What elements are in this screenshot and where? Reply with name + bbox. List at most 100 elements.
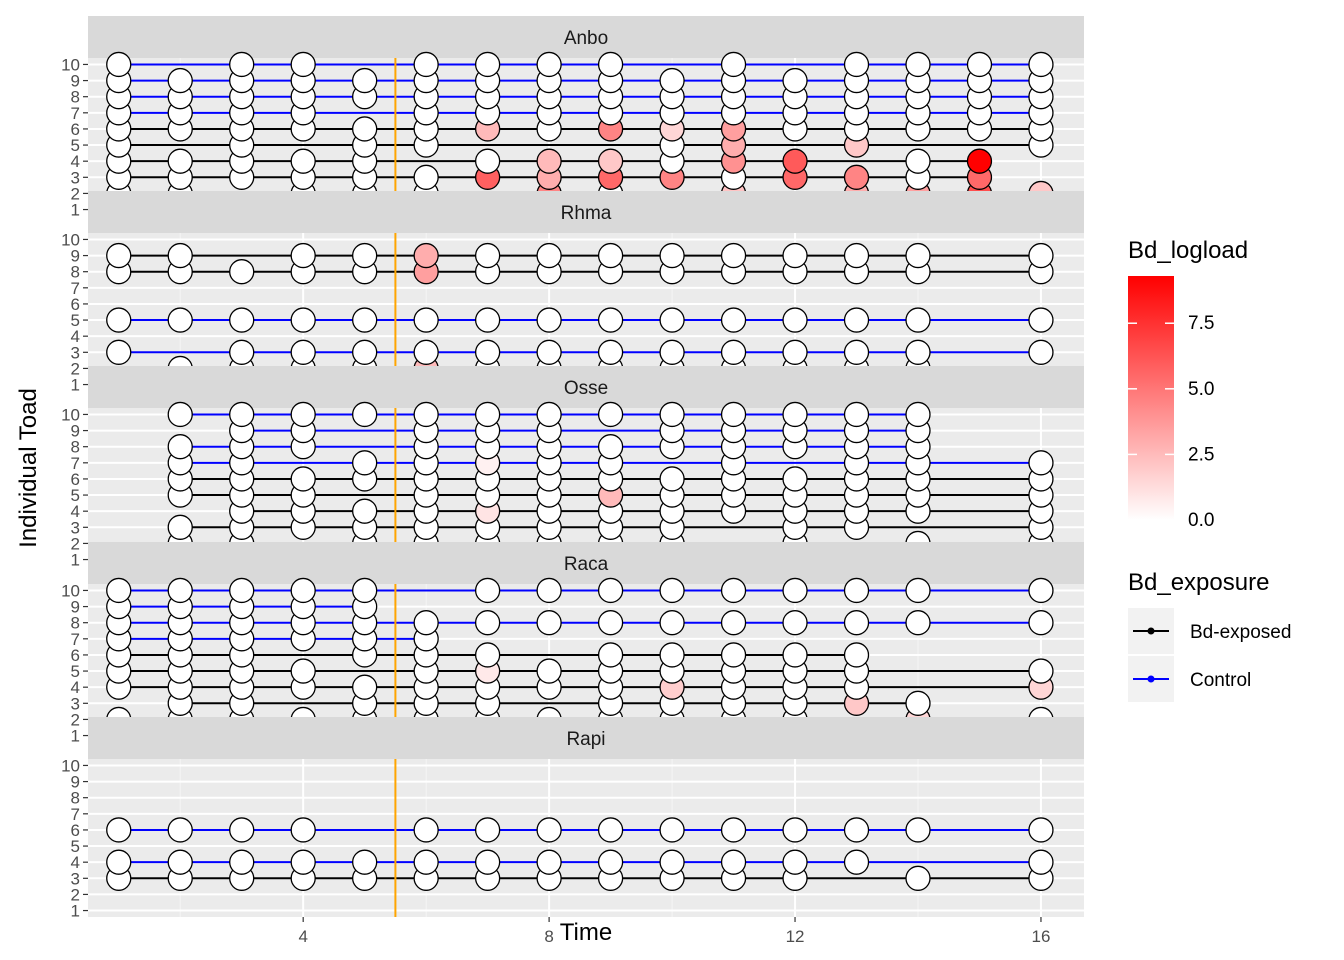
data-point [843, 817, 870, 843]
data-point [720, 307, 747, 333]
data-point [229, 577, 255, 604]
colorbar-label: 5.0 [1188, 379, 1214, 400]
y-tick-label: 3 [71, 518, 80, 537]
y-tick-label: 3 [71, 168, 80, 187]
data-point [413, 51, 439, 78]
data-point [413, 401, 439, 428]
data-point [536, 339, 562, 365]
data-point [413, 242, 439, 269]
y-tick-label: 2 [71, 359, 80, 378]
y-tick-label: 6 [71, 470, 80, 489]
data-point [843, 610, 870, 636]
y-tick-label: 8 [71, 438, 80, 457]
data-point [352, 307, 378, 333]
colorbar-title: Bd_logload [1128, 237, 1248, 264]
data-point [843, 307, 870, 333]
data-point [536, 401, 562, 428]
y-tick-label: 7 [71, 805, 80, 824]
data-point [413, 307, 439, 333]
data-point [782, 242, 808, 269]
data-point [782, 148, 808, 174]
data-point [229, 259, 255, 285]
data-point [597, 401, 624, 428]
strip-background [88, 366, 1084, 408]
panels: Anbo12345678910Rhma12345678910Osse123456… [61, 16, 1084, 921]
y-tick-label: 2 [71, 885, 80, 904]
data-point [474, 401, 501, 428]
data-point [720, 242, 747, 269]
data-point [474, 307, 501, 333]
strip-label: Raca [564, 554, 609, 575]
data-point [290, 51, 316, 78]
data-point [966, 148, 993, 174]
data-point [229, 339, 255, 365]
data-point [782, 577, 808, 604]
data-point [597, 434, 624, 460]
x-tick-label: 8 [544, 927, 553, 946]
colorbar-label: 7.5 [1188, 313, 1214, 334]
data-point [290, 401, 316, 428]
y-tick-label: 7 [71, 279, 80, 298]
data-point [597, 642, 624, 668]
y-tick-label: 1 [71, 376, 80, 395]
y-tick-label: 8 [71, 263, 80, 282]
data-point [597, 339, 624, 365]
data-point [782, 67, 808, 94]
y-tick-label: 5 [71, 486, 80, 505]
data-point [597, 610, 624, 636]
data-point [536, 148, 562, 174]
data-point [843, 849, 870, 875]
data-point [905, 690, 931, 716]
data-point [905, 148, 931, 174]
data-point [720, 642, 747, 668]
data-point [352, 67, 378, 94]
data-point [659, 817, 685, 843]
data-point [474, 642, 501, 668]
y-tick-label: 9 [71, 773, 80, 792]
data-point [1028, 658, 1054, 684]
strip-label: Anbo [564, 28, 608, 49]
x-tick-label: 4 [298, 927, 307, 946]
data-point [659, 610, 685, 636]
data-point [167, 514, 193, 540]
legend-label: Control [1190, 670, 1251, 691]
data-point [536, 658, 562, 684]
data-point [1028, 610, 1054, 636]
data-point [1028, 51, 1054, 78]
data-point [536, 242, 562, 269]
colorbar [1128, 276, 1174, 520]
data-point [352, 498, 378, 524]
data-point [229, 401, 255, 428]
data-point [106, 339, 132, 365]
data-point [597, 577, 624, 604]
strip-background [88, 191, 1084, 233]
data-point [413, 849, 439, 875]
y-tick-label: 9 [71, 72, 80, 91]
data-point [782, 849, 808, 875]
data-point [659, 339, 685, 365]
data-point [229, 817, 255, 843]
data-point [352, 242, 378, 269]
y-tick-label: 3 [71, 694, 80, 713]
y-tick-label: 2 [71, 710, 80, 729]
y-tick-label: 4 [71, 853, 80, 872]
legend-key-point [1147, 675, 1155, 683]
strip-label: Rhma [561, 203, 612, 224]
colorbar-label: 2.5 [1188, 444, 1214, 465]
data-point [290, 817, 316, 843]
data-point [352, 339, 378, 365]
y-tick-label: 3 [71, 343, 80, 362]
data-point [720, 610, 747, 636]
data-point [536, 610, 562, 636]
data-point [167, 148, 193, 174]
y-tick-label: 10 [61, 55, 80, 74]
data-point [843, 242, 870, 269]
y-tick-label: 1 [71, 551, 80, 570]
data-point [843, 401, 870, 428]
data-point [229, 849, 255, 875]
data-point [290, 658, 316, 684]
data-point [843, 51, 870, 78]
